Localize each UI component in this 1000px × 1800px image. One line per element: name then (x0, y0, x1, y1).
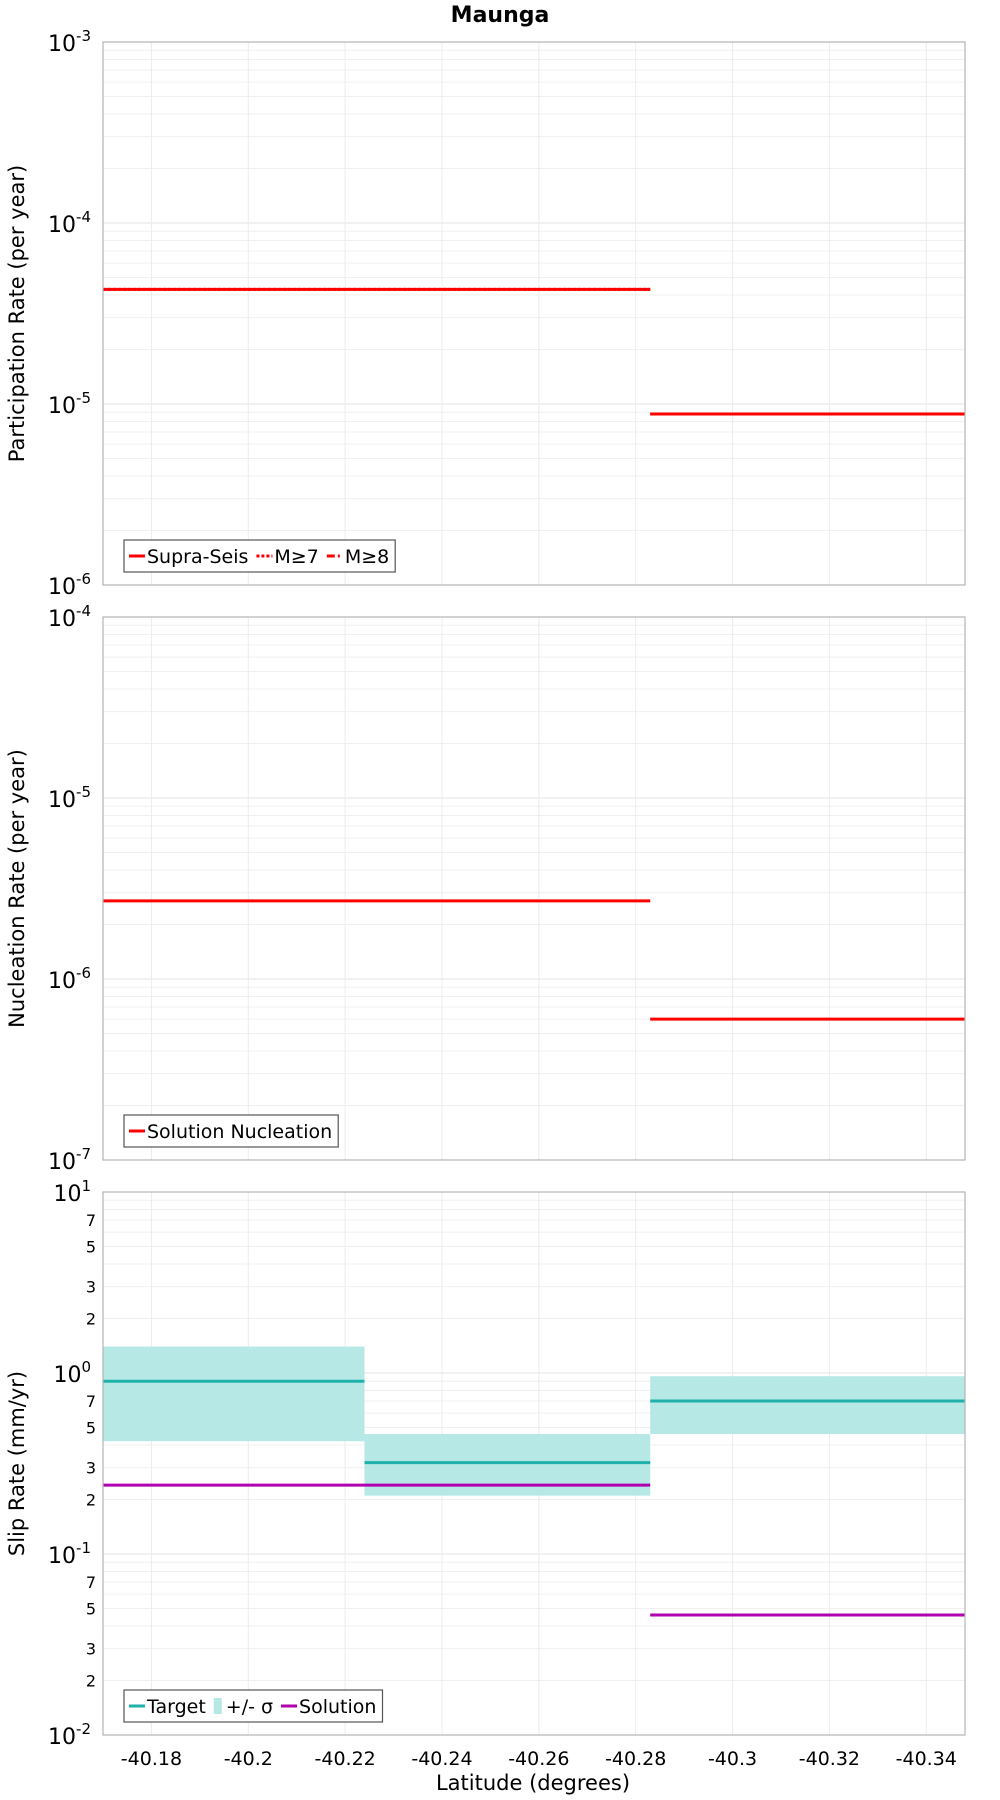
legend: Solution Nucleation (123, 1114, 339, 1148)
y-minor-tick-label: 7 (86, 1573, 96, 1592)
y-tick-label: 10-3 (48, 27, 91, 57)
y-minor-tick-label: 7 (86, 1392, 96, 1411)
y-tick-label: 100 (53, 1358, 91, 1388)
legend-box (123, 539, 396, 573)
y-minor-tick-label: 2 (86, 1672, 96, 1691)
plot-panel-1: 10-6 10-5 10-4 10-3 Participation Rate (per … (5, 27, 966, 600)
legend-box (123, 1689, 384, 1723)
legend-entry-label: Target (146, 1696, 206, 1718)
band-segment (650, 1376, 965, 1435)
y-tick-label: 10-6 (48, 570, 91, 600)
y-tick-label: 10-5 (48, 783, 91, 813)
y-tick-label: 10-4 (48, 208, 91, 238)
plot-panel-3: 10-2 10-1 100 101 2 3 5 7 2 3 5 7 2 3 5 7 Slip Rate (mm/… (5, 1177, 966, 1750)
y-minor-tick-label: 3 (86, 1640, 96, 1659)
y-minor-tick-label: 5 (86, 1237, 96, 1256)
y-minor-tick-label: 3 (86, 1459, 96, 1478)
y-axis-label: Slip Rate (mm/yr) (5, 1371, 29, 1556)
legend: Target +/- σ Solution (123, 1689, 384, 1723)
legend-box (123, 1114, 339, 1148)
plot-panels: 10-6 10-5 10-4 10-3 Participation Rate (per … (5, 27, 966, 1770)
x-tick-label: -40.3 (708, 1748, 757, 1770)
legend-swatch (213, 1698, 222, 1714)
y-tick-label: 10-7 (48, 1145, 91, 1175)
legend-entry-label: +/- σ (226, 1696, 273, 1718)
y-minor-tick-label: 5 (86, 1599, 96, 1618)
x-tick-label: -40.2 (224, 1748, 273, 1770)
y-tick-label: 10-2 (48, 1720, 91, 1750)
legend: Supra-Seis M≥7 M≥8 (123, 539, 396, 573)
y-minor-tick-label: 7 (86, 1211, 96, 1230)
y-axis-label: Nucleation Rate (per year) (5, 749, 29, 1028)
x-tick-label: -40.24 (411, 1748, 472, 1770)
plot-panel-2: 10-7 10-6 10-5 10-4 Nucleation Rate (per yea… (5, 602, 966, 1175)
x-axis-label: Latitude (degrees) (436, 1771, 630, 1795)
plot-frame (102, 41, 966, 586)
legend-entry-label: M≥7 (274, 546, 318, 568)
x-tick-label: -40.28 (605, 1748, 666, 1770)
y-tick-label: 10-5 (48, 389, 91, 419)
band-segment (103, 1346, 365, 1442)
legend-entry-label: M≥8 (345, 546, 389, 568)
y-tick-label: 10-6 (48, 964, 91, 994)
plot-frame (102, 616, 966, 1161)
y-minor-tick-label: 5 (86, 1418, 96, 1437)
y-tick-label: 10-4 (48, 602, 91, 632)
x-axis-ticks: -40.18 -40.2 -40.22 -40.24 -40.26 -40.28 -40.3… (121, 1748, 957, 1770)
x-tick-label: -40.26 (508, 1748, 569, 1770)
y-tick-label: 10-1 (48, 1539, 91, 1569)
y-minor-tick-label: 3 (86, 1278, 96, 1297)
legend-entry-label: Solution (299, 1696, 376, 1718)
x-tick-label: -40.22 (315, 1748, 376, 1770)
y-tick-label: 101 (53, 1177, 91, 1207)
legend-entry-label: Solution Nucleation (147, 1121, 332, 1143)
x-tick-label: -40.32 (799, 1748, 860, 1770)
plot-frame (102, 1191, 966, 1736)
y-minor-tick-label: 2 (86, 1310, 96, 1329)
x-tick-label: -40.18 (121, 1748, 182, 1770)
legend-entry-label: Supra-Seis (147, 546, 248, 568)
x-tick-label: -40.34 (896, 1748, 957, 1770)
chart-title: Maunga (451, 3, 550, 28)
y-minor-tick-label: 2 (86, 1491, 96, 1510)
y-axis-label: Participation Rate (per year) (5, 165, 29, 462)
